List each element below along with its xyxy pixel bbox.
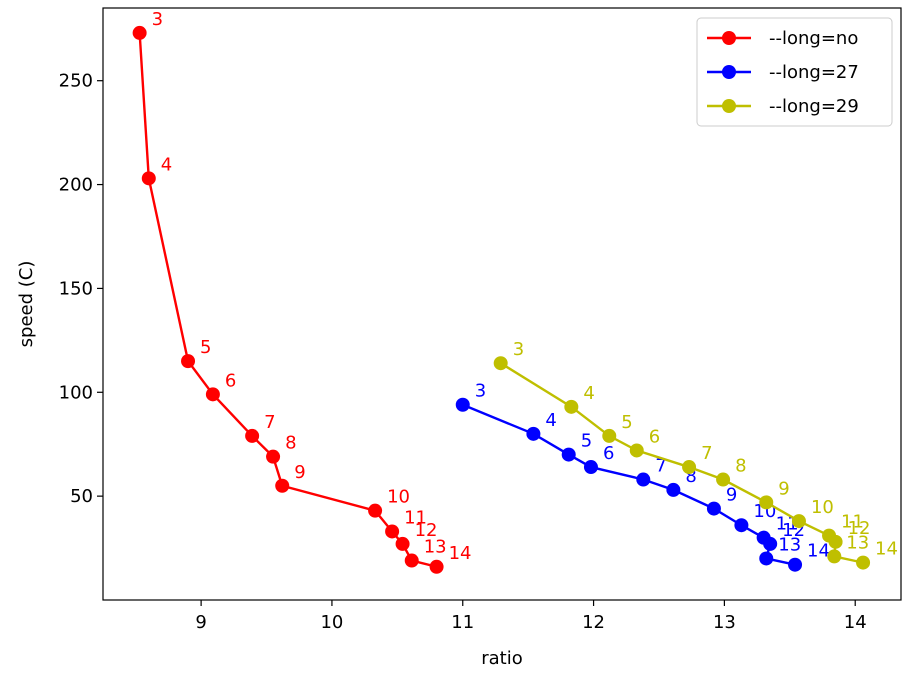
x-tick-label: 13: [713, 612, 736, 633]
data-point: [493, 356, 508, 371]
legend-item: --long=29: [707, 96, 859, 117]
data-point: [706, 501, 721, 516]
point-label: 7: [701, 443, 712, 464]
data-point: [666, 482, 681, 497]
legend-marker: [722, 65, 736, 79]
y-tick-label: 50: [70, 486, 93, 507]
x-tick-label: 11: [451, 612, 474, 633]
data-point: [561, 447, 576, 462]
y-tick-label: 150: [59, 278, 93, 299]
data-point: [759, 551, 774, 566]
y-tick-label: 250: [59, 71, 93, 92]
point-label: 5: [621, 412, 632, 433]
point-label: 3: [152, 9, 163, 30]
point-label: 5: [200, 337, 211, 358]
point-label: 12: [415, 520, 438, 541]
point-label: 13: [424, 537, 447, 558]
legend-item: --long=no: [707, 28, 858, 49]
point-label: 4: [161, 154, 172, 175]
point-label: 14: [807, 541, 830, 562]
data-point: [788, 557, 803, 572]
data-point: [734, 518, 749, 533]
data-point: [682, 460, 697, 475]
point-label: 5: [581, 431, 592, 452]
plot-frame: [102, 7, 902, 601]
y-tick-label: 200: [59, 175, 93, 196]
y-axis-label: speed (C): [16, 261, 37, 348]
point-label: 9: [778, 478, 789, 499]
data-point: [636, 472, 651, 487]
data-point: [791, 514, 806, 529]
point-label: 6: [649, 426, 660, 447]
point-label: 12: [848, 518, 871, 539]
point-label: 8: [685, 466, 696, 487]
data-point: [132, 25, 147, 40]
point-label: 8: [735, 456, 746, 477]
data-point: [763, 536, 778, 551]
data-point: [827, 549, 842, 564]
data-point: [395, 536, 410, 551]
data-point: [245, 428, 260, 443]
point-label: 10: [387, 487, 410, 508]
x-tick-label: 12: [582, 612, 605, 633]
point-label: 4: [545, 410, 556, 431]
data-point: [583, 460, 598, 475]
series-line: [500, 362, 864, 564]
point-label: 7: [655, 456, 666, 477]
point-label: 10: [811, 497, 834, 518]
data-point: [602, 428, 617, 443]
legend-marker: [722, 31, 736, 45]
data-point: [455, 397, 470, 412]
data-point: [759, 495, 774, 510]
point-label: 8: [285, 433, 296, 454]
point-label: 4: [583, 383, 594, 404]
legend-label: --long=27: [769, 62, 859, 83]
data-point: [716, 472, 731, 487]
point-label: 13: [778, 534, 801, 555]
data-point: [828, 534, 843, 549]
point-label: 14: [875, 539, 898, 560]
point-label: 11: [404, 507, 427, 528]
point-label: 6: [603, 443, 614, 464]
legend-label: --long=29: [769, 96, 859, 117]
data-point: [856, 555, 871, 570]
point-label: 13: [846, 532, 869, 553]
point-label: 3: [475, 381, 486, 402]
data-point: [141, 171, 156, 186]
data-point: [205, 387, 220, 402]
data-point: [404, 553, 419, 568]
data-point: [564, 399, 579, 414]
data-point: [368, 503, 383, 518]
point-label: 9: [294, 462, 305, 483]
legend-marker: [722, 99, 736, 113]
point-label: 14: [449, 543, 472, 564]
legend-item: --long=27: [707, 62, 859, 83]
y-tick-label: 100: [59, 382, 93, 403]
x-tick-label: 14: [844, 612, 867, 633]
x-axis-label: ratio: [481, 648, 523, 669]
data-point: [526, 426, 541, 441]
point-label: 3: [513, 339, 524, 360]
data-point: [275, 478, 290, 493]
point-label: 6: [225, 370, 236, 391]
data-point: [385, 524, 400, 539]
data-point: [429, 559, 444, 574]
data-point: [181, 354, 196, 369]
legend-label: --long=no: [769, 28, 858, 49]
x-tick-label: 9: [195, 612, 206, 633]
point-label: 9: [726, 485, 737, 506]
legend: --long=no --long=27 --long=29: [696, 17, 893, 127]
data-point: [629, 443, 644, 458]
point-label: 7: [264, 412, 275, 433]
data-point: [266, 449, 281, 464]
point-label: 11: [841, 512, 864, 533]
x-tick-label: 10: [320, 612, 343, 633]
legend-box: [696, 17, 893, 127]
